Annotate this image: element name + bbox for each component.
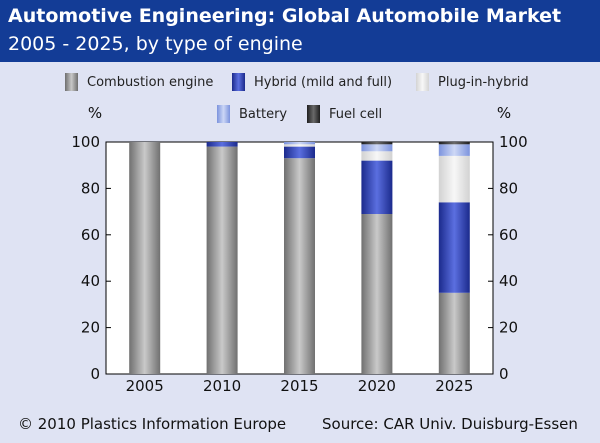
y-tick-label-left-80: 80: [81, 179, 100, 197]
x-tick-label-2020: 2020: [358, 377, 396, 395]
bar-combustion-2015: [284, 158, 315, 374]
y-tick-label-right-20: 20: [499, 319, 518, 337]
chart-header: Automotive Engineering: Global Automobil…: [0, 0, 600, 62]
bar-battery-2015: [284, 142, 315, 145]
bar-plugin-2015: [284, 144, 315, 147]
bar-fuelcell-2025: [438, 142, 470, 145]
y-tick-label-right-100: 100: [499, 133, 528, 151]
y-tick-label-right-60: 60: [499, 226, 518, 244]
x-tick-label-2010: 2010: [203, 377, 241, 395]
bar-combustion-2010: [206, 146, 238, 374]
y-tick-label-right-80: 80: [499, 179, 518, 197]
legend-item-combustion: Combustion engine: [65, 73, 213, 91]
y-tick-label-left-0: 0: [90, 365, 100, 383]
y-tick-label-left-60: 60: [81, 226, 100, 244]
bar-hybrid-2025: [438, 202, 470, 293]
chart-subtitle: 2005 - 2025, by type of engine: [8, 33, 303, 55]
bar-plugin-2020: [361, 151, 393, 161]
legend-swatch-combustion: [65, 73, 78, 91]
x-tick-label-2005: 2005: [126, 377, 164, 395]
bar-hybrid-2015: [284, 146, 315, 159]
plot-area: [105, 141, 494, 375]
legend-swatch-fuelcell: [307, 105, 320, 123]
bars-group: [129, 142, 470, 374]
y-tick-label-left-20: 20: [81, 319, 100, 337]
legend-label-combustion: Combustion engine: [87, 74, 214, 90]
chart-title: Automotive Engineering: Global Automobil…: [8, 5, 562, 27]
y-axis-unit-right: %: [497, 104, 511, 122]
bar-combustion-2020: [361, 213, 393, 374]
bar-hybrid-2020: [361, 160, 393, 214]
footer-copyright: © 2010 Plastics Information Europe: [18, 415, 287, 433]
y-axis-unit-left: %: [88, 104, 102, 122]
y-tick-label-left-40: 40: [81, 272, 100, 290]
legend-swatch-hybrid: [232, 73, 245, 91]
bar-combustion-2005: [129, 142, 161, 374]
bar-combustion-2025: [438, 292, 470, 374]
x-tick-label-2025: 2025: [435, 377, 473, 395]
bar-plugin-2025: [438, 155, 470, 203]
bar-hybrid-2010: [206, 142, 238, 147]
y-tick-label-right-40: 40: [499, 272, 518, 290]
bar-battery-2020: [361, 144, 393, 152]
legend-label-hybrid: Hybrid (mild and full): [254, 74, 393, 90]
x-tick-label-2015: 2015: [280, 377, 318, 395]
legend-item-battery: Battery: [217, 105, 287, 123]
legend-swatch-battery: [217, 105, 230, 123]
legend-swatch-plugin: [416, 73, 429, 91]
legend-item-hybrid: Hybrid (mild and full): [232, 73, 392, 91]
legend-label-fuelcell: Fuel cell: [329, 106, 383, 122]
legend-item-plugin: Plug-in-hybrid: [416, 73, 529, 91]
legend-item-fuelcell: Fuel cell: [307, 105, 382, 123]
footer-source: Source: CAR Univ. Duisburg-Essen: [322, 415, 578, 433]
legend-label-battery: Battery: [239, 106, 288, 122]
bar-battery-2025: [438, 144, 470, 156]
legend-label-plugin: Plug-in-hybrid: [438, 74, 529, 90]
y-tick-label-left-100: 100: [71, 133, 100, 151]
bar-fuelcell-2020: [361, 142, 393, 145]
y-tick-label-right-0: 0: [499, 365, 509, 383]
